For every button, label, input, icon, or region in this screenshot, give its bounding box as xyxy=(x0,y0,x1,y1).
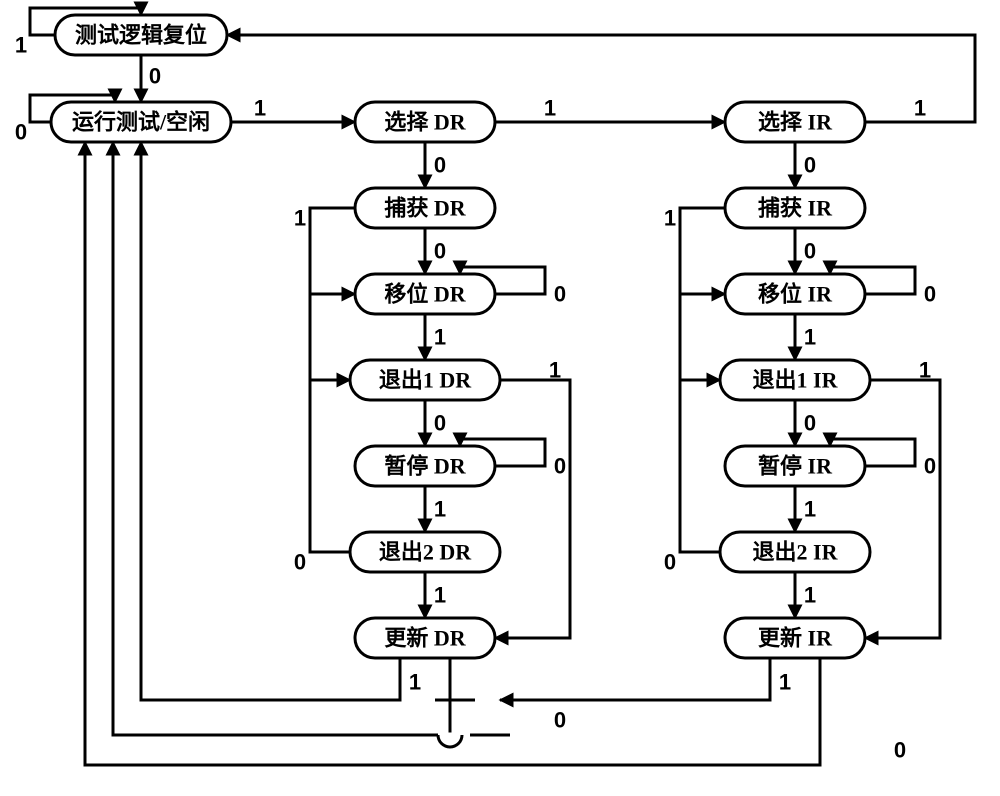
edge-selir-reset xyxy=(227,35,975,122)
edge-label-updateir-idle: 0 xyxy=(894,738,906,763)
edge-label-shiftir-exit1: 1 xyxy=(804,325,816,350)
state-updatedr: 更新 DR xyxy=(355,618,495,658)
state-label-selir: 选择 IR xyxy=(758,110,833,135)
state-updateir: 更新 IR xyxy=(725,618,865,658)
edge-label-idle-self: 0 xyxy=(15,120,27,145)
edge-label-updatedr-idle: 0 xyxy=(554,708,566,733)
edge-label-idle-seldr: 1 xyxy=(254,96,266,121)
edge-label-capdr-exit1: 1 xyxy=(294,206,306,231)
edge-label-shiftdr-self: 0 xyxy=(554,282,566,307)
edge-label-exit1dr-update: 1 xyxy=(549,358,561,383)
edge-label-updatedr-seldr: 1 xyxy=(409,670,421,695)
edge-label-seldr-capdr: 0 xyxy=(434,153,446,178)
edge-label-exit2ir-shift: 0 xyxy=(664,550,676,575)
state-label-exit1dr: 退出1 DR xyxy=(379,368,472,393)
edge-label-exit1dr-pause: 0 xyxy=(434,411,446,436)
state-label-capir: 捕获 IR xyxy=(758,196,833,221)
state-label-exit1ir: 退出1 IR xyxy=(753,368,839,393)
edge-label-exit2ir-update: 1 xyxy=(804,583,816,608)
state-label-shiftdr: 移位 DR xyxy=(384,282,466,307)
edge-exit1dr-update xyxy=(495,380,570,638)
state-label-exit2ir: 退出2 IR xyxy=(753,540,839,565)
state-label-exit2dr: 退出2 DR xyxy=(379,540,472,565)
edge-exit2ir-shift xyxy=(680,294,725,552)
state-exit1dr: 退出1 DR xyxy=(350,360,500,400)
edge-label-exit1ir-update: 1 xyxy=(919,358,931,383)
edge-label-capdr-shiftdr: 0 xyxy=(434,239,446,264)
state-pausedr: 暂停 DR xyxy=(355,446,495,486)
state-reset: 测试逻辑复位 xyxy=(55,15,227,55)
state-label-pauseir: 暂停 IR xyxy=(758,454,833,479)
state-idle: 运行测试/空闲 xyxy=(51,102,231,142)
state-label-seldr: 选择 DR xyxy=(384,110,466,135)
state-label-reset: 测试逻辑复位 xyxy=(75,23,207,48)
tap-state-machine: 测试逻辑复位运行测试/空闲 选择 DR 捕获 DR 移位 DR 退出1 DR 暂停 DR 退… xyxy=(0,0,1000,796)
state-exit2dr: 退出2 DR xyxy=(350,532,500,572)
edge-label-reset-idle: 0 xyxy=(149,64,161,89)
edge-label-shiftir-self: 0 xyxy=(924,282,936,307)
edge-label-pauseir-self: 0 xyxy=(924,454,936,479)
edge-label-capir-exit1: 1 xyxy=(664,206,676,231)
edge-exit2dr-shift xyxy=(310,294,355,552)
edge-label-selir-capir: 0 xyxy=(804,153,816,178)
edge-label-capir-shiftir: 0 xyxy=(804,239,816,264)
state-capdr: 捕获 DR xyxy=(355,188,495,228)
edge-label-exit2dr-shift: 0 xyxy=(294,550,306,575)
edge-label-exit2dr-update: 1 xyxy=(434,583,446,608)
state-shiftdr: 移位 DR xyxy=(355,274,495,314)
state-selir: 选择 IR xyxy=(725,102,865,142)
edge-label-exit1ir-pause: 0 xyxy=(804,411,816,436)
edge-updateir-seldr xyxy=(500,658,770,700)
state-shiftir: 移位 IR xyxy=(725,274,865,314)
edge-label-updateir-seldr: 1 xyxy=(779,670,791,695)
state-seldr: 选择 DR xyxy=(355,102,495,142)
state-label-updateir: 更新 IR xyxy=(758,626,833,651)
edge-label-pausedr-self: 0 xyxy=(554,454,566,479)
state-label-pausedr: 暂停 DR xyxy=(384,454,466,479)
state-exit1ir: 退出1 IR xyxy=(720,360,870,400)
edge-label-pauseir-exit2: 1 xyxy=(804,497,816,522)
state-label-idle: 运行测试/空闲 xyxy=(72,110,210,135)
edge-label-pausedr-exit2: 1 xyxy=(434,497,446,522)
edge-exit1ir-update xyxy=(865,380,940,638)
state-pauseir: 暂停 IR xyxy=(725,446,865,486)
edge-updatedr-seldr xyxy=(141,142,400,700)
edge-label-reset-self: 1 xyxy=(15,33,27,58)
state-capir: 捕获 IR xyxy=(725,188,865,228)
state-label-capdr: 捕获 DR xyxy=(384,196,466,221)
state-label-updatedr: 更新 DR xyxy=(384,626,466,651)
state-label-shiftir: 移位 IR xyxy=(758,282,833,307)
state-exit2ir: 退出2 IR xyxy=(720,532,870,572)
edge-label-shiftdr-exit1: 1 xyxy=(434,325,446,350)
edge-label-seldr-selir: 1 xyxy=(544,96,556,121)
edge-label-selir-reset: 1 xyxy=(914,96,926,121)
